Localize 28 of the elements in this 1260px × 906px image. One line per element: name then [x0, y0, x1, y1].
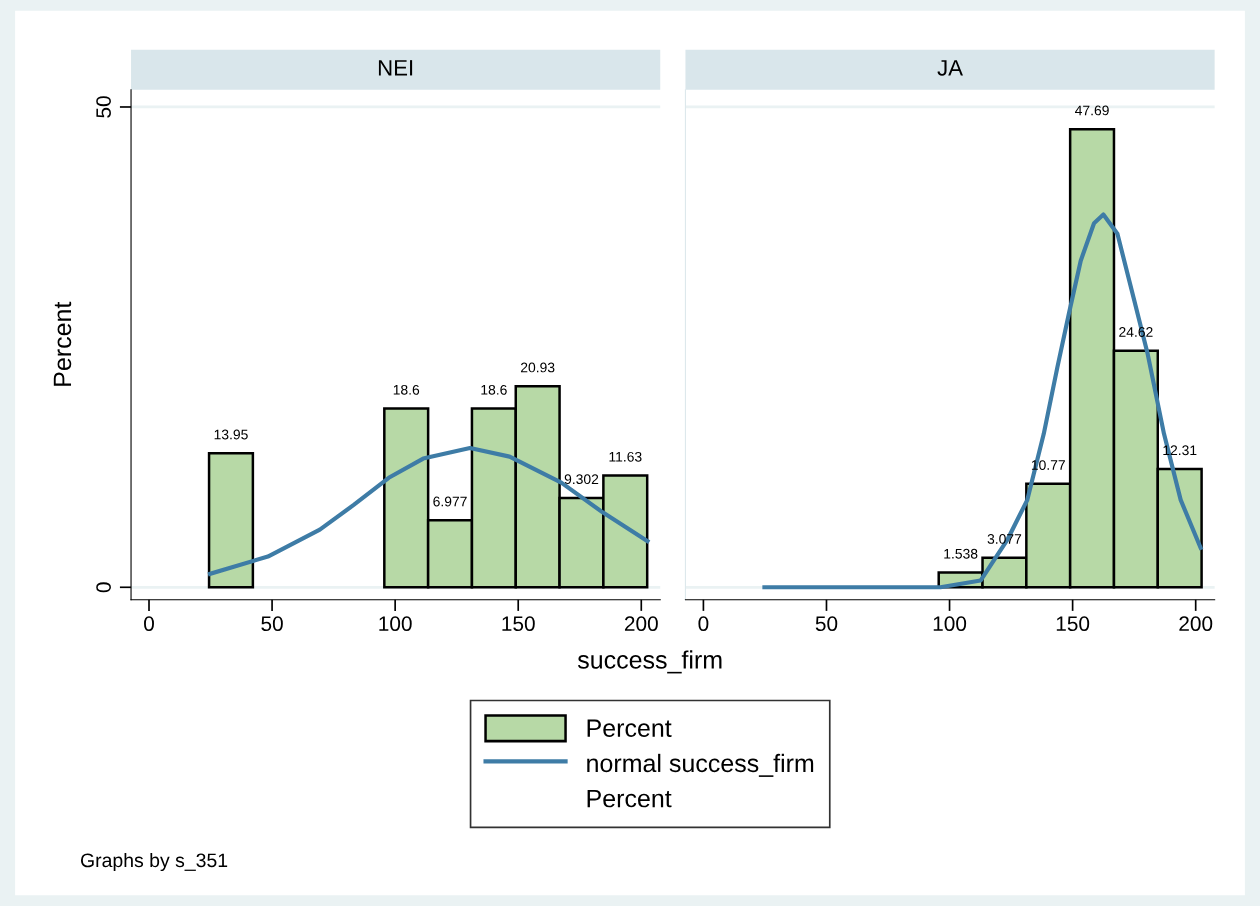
data-label: 11.63: [609, 451, 642, 462]
x-tick-label: 0: [144, 616, 154, 632]
data-label: 47.69: [1075, 105, 1109, 116]
data-label: 9.302: [564, 474, 599, 485]
data-label: 18.6: [481, 384, 507, 395]
data-label: 13.95: [214, 429, 248, 440]
text: Percent: [587, 789, 672, 808]
x-axis-title: success_firm: [577, 650, 722, 674]
data-label: 18.6: [393, 384, 420, 395]
chart-title: JA: [937, 60, 963, 76]
x-tick-label: 150: [502, 616, 535, 632]
y-axis-title: Percent: [53, 301, 72, 386]
x-tick-label: 200: [1179, 616, 1213, 632]
x-tick-label: 200: [624, 616, 658, 632]
x-tick-label: 50: [815, 616, 838, 632]
data-label: 1.538: [944, 548, 978, 559]
legend-label: normal success_firm: [587, 753, 814, 777]
x-tick-label: 50: [261, 616, 283, 632]
legend-label: Percent: [587, 719, 672, 737]
x-tick-label: 100: [933, 616, 967, 632]
x-tick-label: 0: [698, 616, 709, 632]
line-series: [207, 445, 650, 576]
x-tick-label: 150: [1056, 616, 1090, 632]
data-label: 6.977: [433, 496, 467, 507]
text: Graphs by s_351: [80, 852, 228, 872]
chart-title: NEI: [378, 60, 413, 76]
data-label: 20.93: [520, 362, 555, 373]
x-tick-label: 100: [379, 616, 412, 632]
